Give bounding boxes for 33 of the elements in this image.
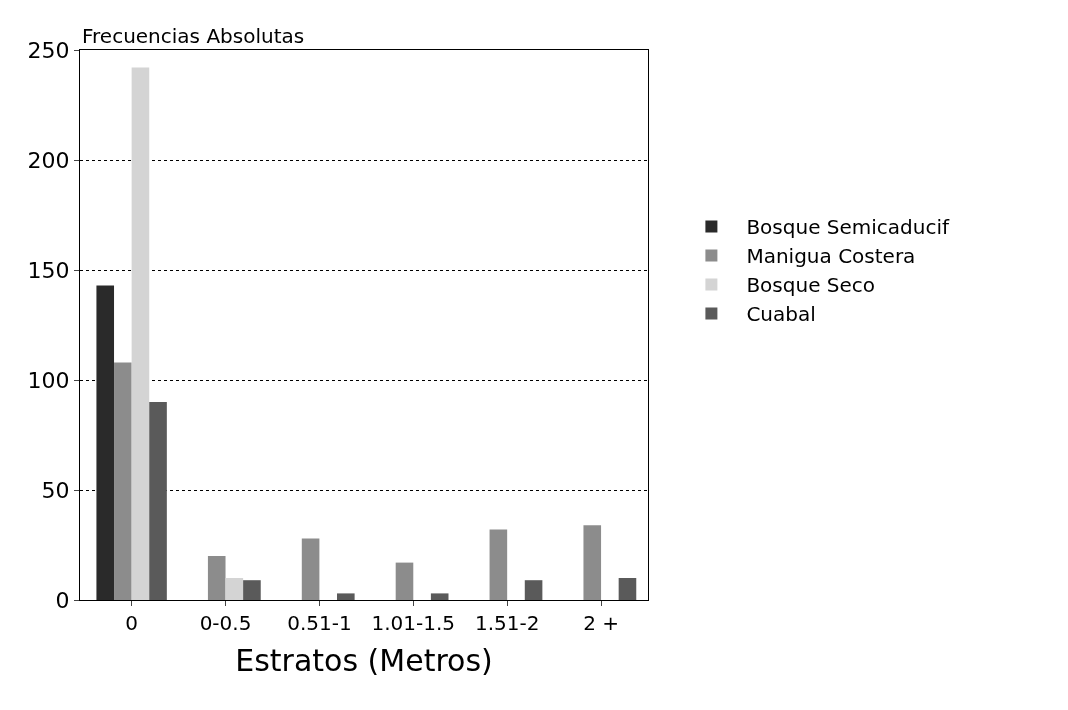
legend-label: Manigua Costera bbox=[746, 244, 916, 269]
y-tick-label: 100 bbox=[27, 367, 70, 393]
bar bbox=[395, 562, 414, 600]
bar bbox=[149, 402, 167, 600]
y-tick-label: 250 bbox=[27, 37, 70, 63]
legend-label: Bosque Semicaducif bbox=[746, 215, 951, 240]
y-tick-label: 0 bbox=[55, 587, 70, 613]
bar bbox=[207, 556, 226, 600]
bar bbox=[243, 580, 261, 600]
bar bbox=[618, 578, 637, 600]
bar bbox=[301, 538, 320, 600]
legend-label: Cuabal bbox=[746, 302, 816, 327]
bar bbox=[337, 593, 355, 600]
bar bbox=[114, 362, 132, 600]
bar bbox=[583, 525, 602, 600]
x-tick-label: 1.51-2 bbox=[474, 611, 540, 635]
bar bbox=[430, 593, 449, 600]
x-tick-label: 1.01-1.5 bbox=[371, 611, 456, 635]
bar bbox=[131, 67, 150, 600]
y-tick-label: 50 bbox=[41, 477, 70, 503]
bar bbox=[225, 578, 244, 600]
bar bbox=[96, 285, 115, 600]
bar bbox=[489, 529, 508, 600]
x-axis-title: Estratos (Metros) bbox=[235, 642, 493, 678]
y-axis-title: Frecuencias Absolutas bbox=[82, 24, 305, 48]
y-tick-label: 200 bbox=[27, 147, 70, 173]
x-tick-label: 2 + bbox=[583, 611, 619, 635]
x-tick-label: 0 bbox=[125, 611, 139, 635]
x-tick-label: 0-0.5 bbox=[199, 611, 252, 635]
legend-label: Bosque Seco bbox=[746, 273, 876, 298]
y-tick-label: 150 bbox=[27, 257, 70, 283]
x-tick-label: 0.51-1 bbox=[287, 611, 352, 635]
bar bbox=[524, 580, 543, 600]
